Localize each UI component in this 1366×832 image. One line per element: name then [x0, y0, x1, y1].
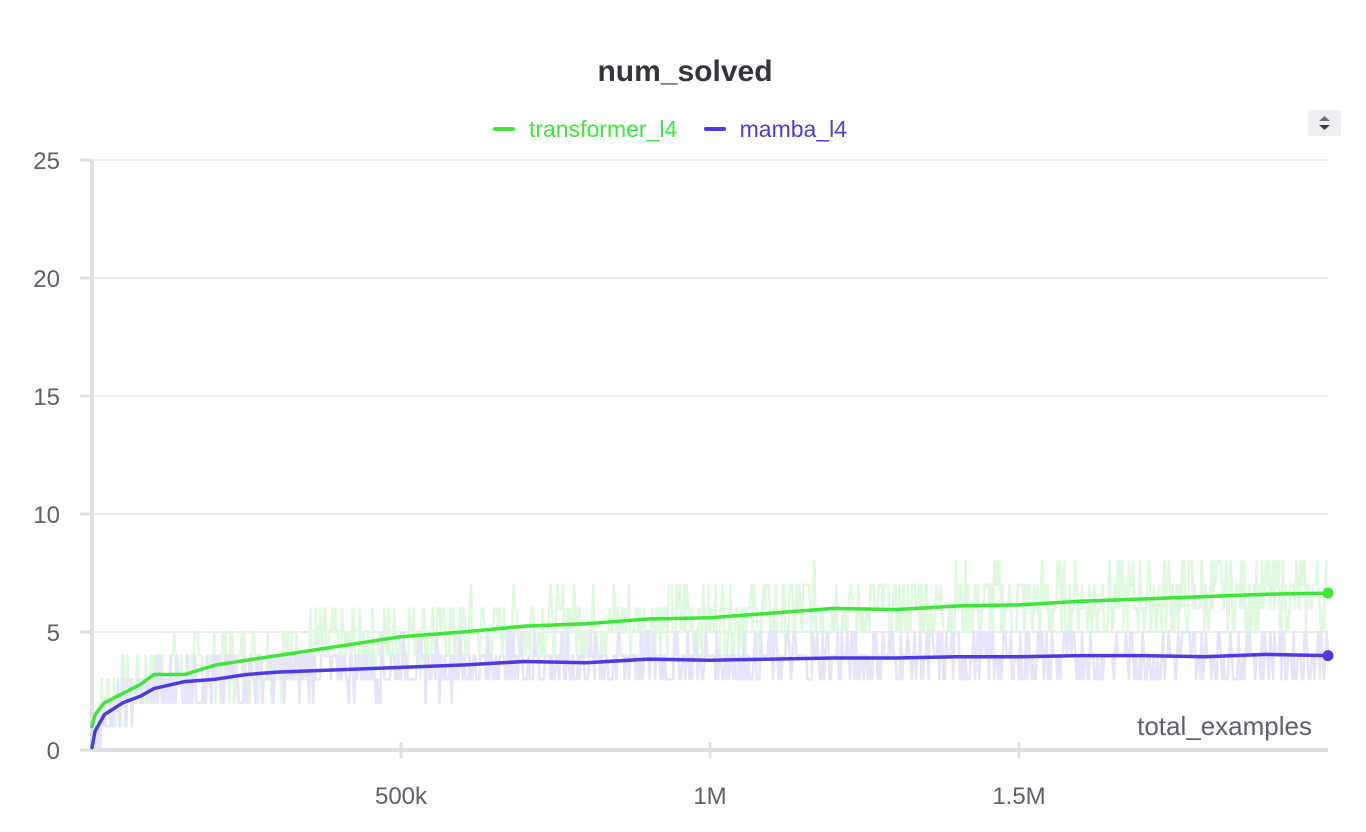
- axes: [80, 158, 1328, 758]
- sort-button[interactable]: [1308, 110, 1341, 136]
- chart-title: num_solved: [597, 55, 773, 88]
- legend-item-mamba[interactable]: mamba_l4: [703, 115, 848, 143]
- series-line-transformer_l4: [90, 591, 1330, 729]
- series-end-point-mamba_l4: [1322, 650, 1334, 662]
- y-tick-label: 15: [33, 384, 60, 411]
- y-tick-label: 20: [33, 266, 60, 293]
- series-lines: [90, 587, 1334, 750]
- x-tick-label: 1.5M: [992, 783, 1045, 810]
- legend: transformer_l4 mamba_l4: [0, 110, 1340, 143]
- sort-arrows-icon: [1319, 116, 1330, 130]
- y-tick-label: 0: [47, 738, 60, 765]
- series-line-mamba_l4: [90, 652, 1330, 750]
- grid: [92, 159, 1328, 633]
- y-tick-label: 25: [33, 148, 60, 175]
- legend-swatch-mamba: [703, 127, 726, 131]
- x-tick-label: 500k: [375, 783, 428, 810]
- legend-label-mamba: mamba_l4: [739, 115, 848, 142]
- y-tick-label: 5: [47, 620, 60, 647]
- y-tick-label: 10: [33, 502, 60, 529]
- tick-labels: 0 5 10 15 20 25 500k 1M 1.5M: [33, 148, 1045, 810]
- legend-item-transformer[interactable]: transformer_l4: [492, 115, 678, 143]
- series-end-point-transformer_l4: [1322, 587, 1334, 599]
- legend-label-transformer: transformer_l4: [528, 115, 678, 142]
- x-tick-label: 1M: [693, 783, 726, 810]
- x-axis-label: total_examples: [1137, 711, 1312, 741]
- legend-swatch-transformer: [492, 127, 515, 131]
